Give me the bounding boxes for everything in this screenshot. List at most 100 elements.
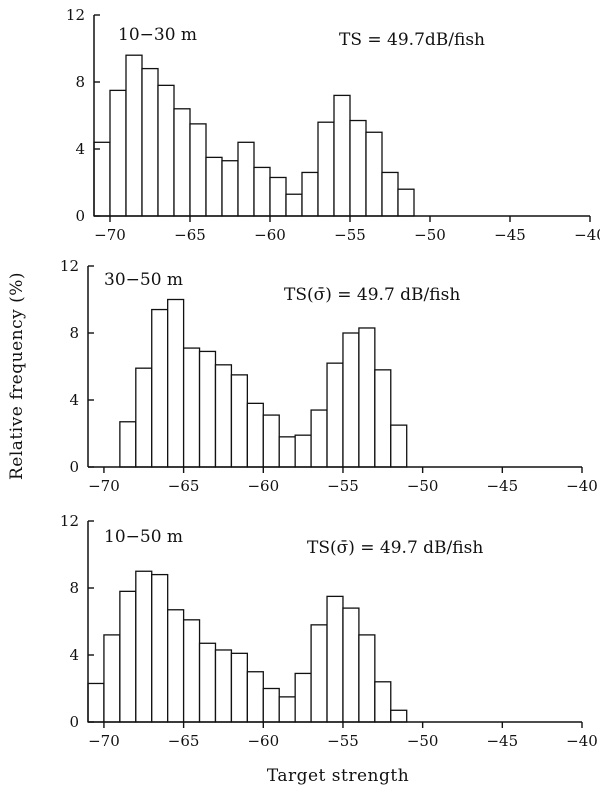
histogram-bar <box>230 652 249 723</box>
histogram-bar <box>173 108 191 217</box>
x-tick-label: −65 <box>174 226 206 244</box>
histogram-panel-3: 0 4 8 12 −70 −65 −60 −55 −50 −45 −40 10−50 m TS(σ̄) … <box>60 512 598 750</box>
y-tick-label: 0 <box>69 713 79 731</box>
y-axis-label: Relative frequency (%) <box>7 272 27 480</box>
histogram-panel-1: 0 4 8 12 −70 −65 −60 −55 −50 −45 −40 10−30 m TS = 49… <box>66 6 600 244</box>
x-tick-label: −60 <box>247 732 279 750</box>
histogram-bar <box>198 642 217 723</box>
y-tick-label: 4 <box>69 391 79 409</box>
histogram-bar <box>167 298 185 468</box>
histogram-bar <box>135 570 153 723</box>
histogram-bar <box>294 434 312 468</box>
x-tick-label: −40 <box>566 477 598 495</box>
x-tick-label: −50 <box>414 226 446 244</box>
y-tick-label: 4 <box>75 140 85 158</box>
histogram-bar <box>135 367 153 468</box>
x-tick-label: −70 <box>88 732 120 750</box>
x-tick-label: −45 <box>486 477 518 495</box>
histogram-bar <box>333 94 351 217</box>
histogram-bar <box>103 634 121 723</box>
histogram-bar <box>317 121 335 217</box>
histogram-bar <box>374 681 392 723</box>
histogram-bar <box>87 682 105 723</box>
x-tick-label: −70 <box>88 477 120 495</box>
histogram-bar <box>381 171 399 217</box>
y-tick-label: 8 <box>75 73 85 91</box>
histogram-bar <box>157 84 175 217</box>
histogram-bar <box>246 402 264 468</box>
panel-ts-annotation: TS(σ̄) = 49.7 dB/fish <box>307 538 483 558</box>
histogram-bar <box>182 347 201 468</box>
x-tick-label: −45 <box>494 226 526 244</box>
x-tick-label: −55 <box>334 226 366 244</box>
histogram-bar <box>390 709 408 723</box>
y-tick-label: 12 <box>66 6 85 24</box>
histogram-bar <box>167 609 185 723</box>
histogram-bar <box>119 590 137 723</box>
histogram-bar <box>358 327 376 468</box>
x-tick-label: −40 <box>566 732 598 750</box>
histogram-bar <box>214 364 233 468</box>
panel-depth-label: 10−30 m <box>118 25 197 45</box>
y-tick-label: 8 <box>69 324 79 342</box>
histogram-bar <box>151 573 169 723</box>
x-tick-label: −60 <box>247 477 279 495</box>
x-tick-label: −60 <box>254 226 286 244</box>
histogram-bar <box>141 67 159 217</box>
histogram-panels: 0 4 8 12 −70 −65 −60 −55 −50 −45 −40 10−30 m TS = 49… <box>60 6 600 750</box>
y-tick-label: 0 <box>69 458 79 476</box>
histogram-bar <box>342 332 360 468</box>
x-tick-label: −65 <box>168 732 200 750</box>
histogram-bar <box>269 176 287 217</box>
x-tick-label: −55 <box>327 732 359 750</box>
histogram-bar <box>326 362 344 468</box>
histogram-bar <box>310 409 328 468</box>
panel-depth-label: 30−50 m <box>104 270 183 290</box>
histogram-bar <box>93 141 111 217</box>
y-tick-label: 4 <box>69 646 79 664</box>
histogram-bar <box>253 166 271 217</box>
histogram-bar <box>374 369 392 468</box>
panel-depth-label: 10−50 m <box>104 527 183 547</box>
histogram-bar <box>365 131 383 217</box>
histogram-bar <box>214 649 233 723</box>
histogram-bar <box>119 421 137 468</box>
histogram-bar <box>342 607 360 723</box>
x-tick-label: −55 <box>327 477 359 495</box>
histogram-bar <box>125 54 143 217</box>
histogram-bar <box>151 308 169 468</box>
histogram-bar <box>278 696 296 723</box>
panel-ts-annotation: TS = 49.7dB/fish <box>339 30 485 50</box>
histogram-bar <box>285 193 303 217</box>
histogram-bar <box>397 188 415 217</box>
histogram-bar <box>278 436 296 468</box>
x-tick-label: −45 <box>486 732 518 750</box>
histogram-panel-2: 0 4 8 12 −70 −65 −60 −55 −50 −45 −40 30−50 m TS(σ̄) … <box>60 257 598 495</box>
histogram-bar <box>310 624 328 723</box>
x-tick-label: −40 <box>574 226 600 244</box>
histogram-bar <box>205 156 223 217</box>
histogram-bar <box>390 424 408 468</box>
histogram-bar <box>262 687 280 723</box>
y-tick-label: 12 <box>60 257 79 275</box>
histogram-bar <box>262 414 280 468</box>
histogram-bar <box>182 619 201 723</box>
y-tick-label: 12 <box>60 512 79 530</box>
y-tick-label: 8 <box>69 579 79 597</box>
y-tick-label: 0 <box>75 207 85 225</box>
x-axis-label: Target strength <box>267 766 409 786</box>
histogram-bar <box>109 89 127 217</box>
x-tick-label: −70 <box>94 226 126 244</box>
histogram-bar <box>294 672 312 723</box>
histogram-bar <box>189 123 207 217</box>
histogram-bar <box>301 171 319 217</box>
histogram-bar <box>221 160 239 217</box>
histogram-bar <box>230 374 249 468</box>
histogram-bar <box>198 350 217 468</box>
panel-ts-annotation: TS(σ̄) = 49.7 dB/fish <box>284 285 460 305</box>
x-tick-label: −65 <box>168 477 200 495</box>
histogram-bar <box>358 634 376 723</box>
histogram-bar <box>237 141 255 217</box>
x-tick-label: −50 <box>407 732 439 750</box>
